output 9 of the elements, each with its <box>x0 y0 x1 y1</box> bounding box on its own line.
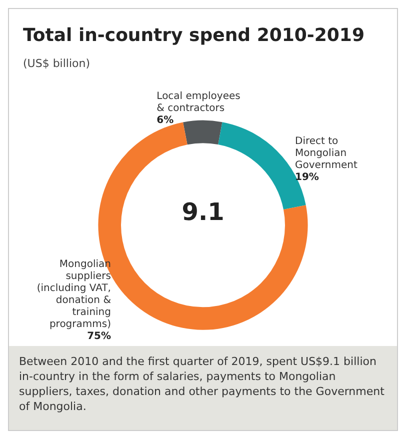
slice-label: Local employees & contractors <box>156 91 240 114</box>
data-label: 19% <box>295 172 320 184</box>
chart-subtitle: (US$ billion) <box>23 57 90 70</box>
chart-title: Total in-country spend 2010-2019 <box>23 25 364 46</box>
text: Between 2010 and the first quarter of 2019, spent US$9.1 billion in-country in the form of salaries, payments to Mongolian suppliers, taxes, donation and other payments to the Government of Mongolia. <box>9 346 397 430</box>
data-label: 6% <box>156 115 175 128</box>
data-label: 75% <box>86 331 111 344</box>
slice-label: Direct to Mongolian Government <box>295 136 358 171</box>
text: 9.1 <box>182 198 224 226</box>
